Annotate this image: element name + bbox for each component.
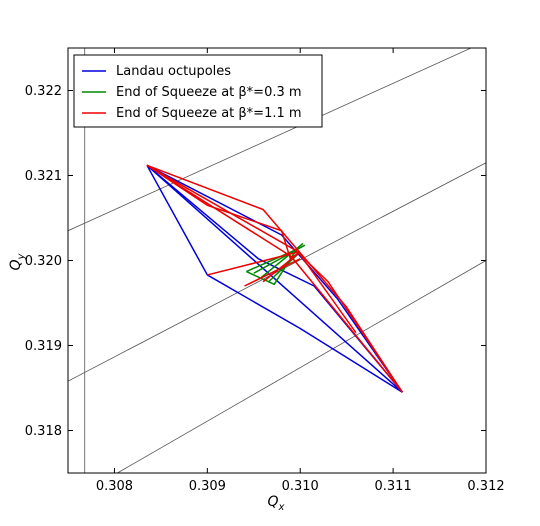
y-tick-label: 0.321: [25, 169, 62, 184]
series-3-line-5: [207, 251, 357, 334]
series-3-line-4: [146, 164, 404, 393]
plot-series: [146, 164, 404, 393]
x-tick-label: 0.308: [96, 479, 133, 494]
resonance-line-2: [68, 162, 486, 382]
series-3-line-6: [244, 258, 301, 287]
legend-label-landau-octupoles: Landau octupoles: [116, 64, 231, 79]
series-2-line-3: [253, 244, 306, 274]
legend-label-squeeze-0-3m: End of Squeeze at β*=0.3 m: [116, 85, 302, 100]
y-tick-label: 0.320: [25, 254, 62, 269]
y-tick-label: 0.318: [25, 424, 62, 439]
x-tick-label: 0.309: [189, 479, 226, 494]
x-tick-label: 0.312: [467, 479, 504, 494]
y-tick-labels: 0.318 0.319 0.320 0.321 0.322: [25, 84, 62, 439]
series-3: [146, 164, 404, 393]
axis-ticks: [68, 48, 487, 473]
series-3-line-8: [290, 251, 301, 259]
series-1-line-1: [146, 164, 403, 393]
legend-label-squeeze-1-1m: End of Squeeze at β*=1.1 m: [116, 106, 302, 121]
x-tick-label: 0.310: [282, 479, 319, 494]
series-1-line-2: [146, 164, 403, 393]
x-axis-label: Qx: [268, 494, 285, 513]
y-tick-label: 0.319: [25, 339, 62, 354]
y-axis-label: Qy: [8, 252, 27, 270]
y-tick-label: 0.322: [25, 84, 62, 99]
legend-box: [73, 54, 323, 128]
series-3-line-7: [262, 251, 301, 283]
legend: Landau octupoles End of Squeeze at β*=0.…: [73, 54, 323, 128]
resonance-line-1: [68, 48, 472, 232]
x-tick-label: 0.311: [375, 479, 412, 494]
x-tick-labels: 0.308 0.309 0.310 0.311 0.312: [96, 479, 505, 494]
series-3-line-1: [146, 164, 403, 393]
series-3-line-3: [146, 164, 292, 261]
resonance-line-3: [116, 260, 486, 473]
